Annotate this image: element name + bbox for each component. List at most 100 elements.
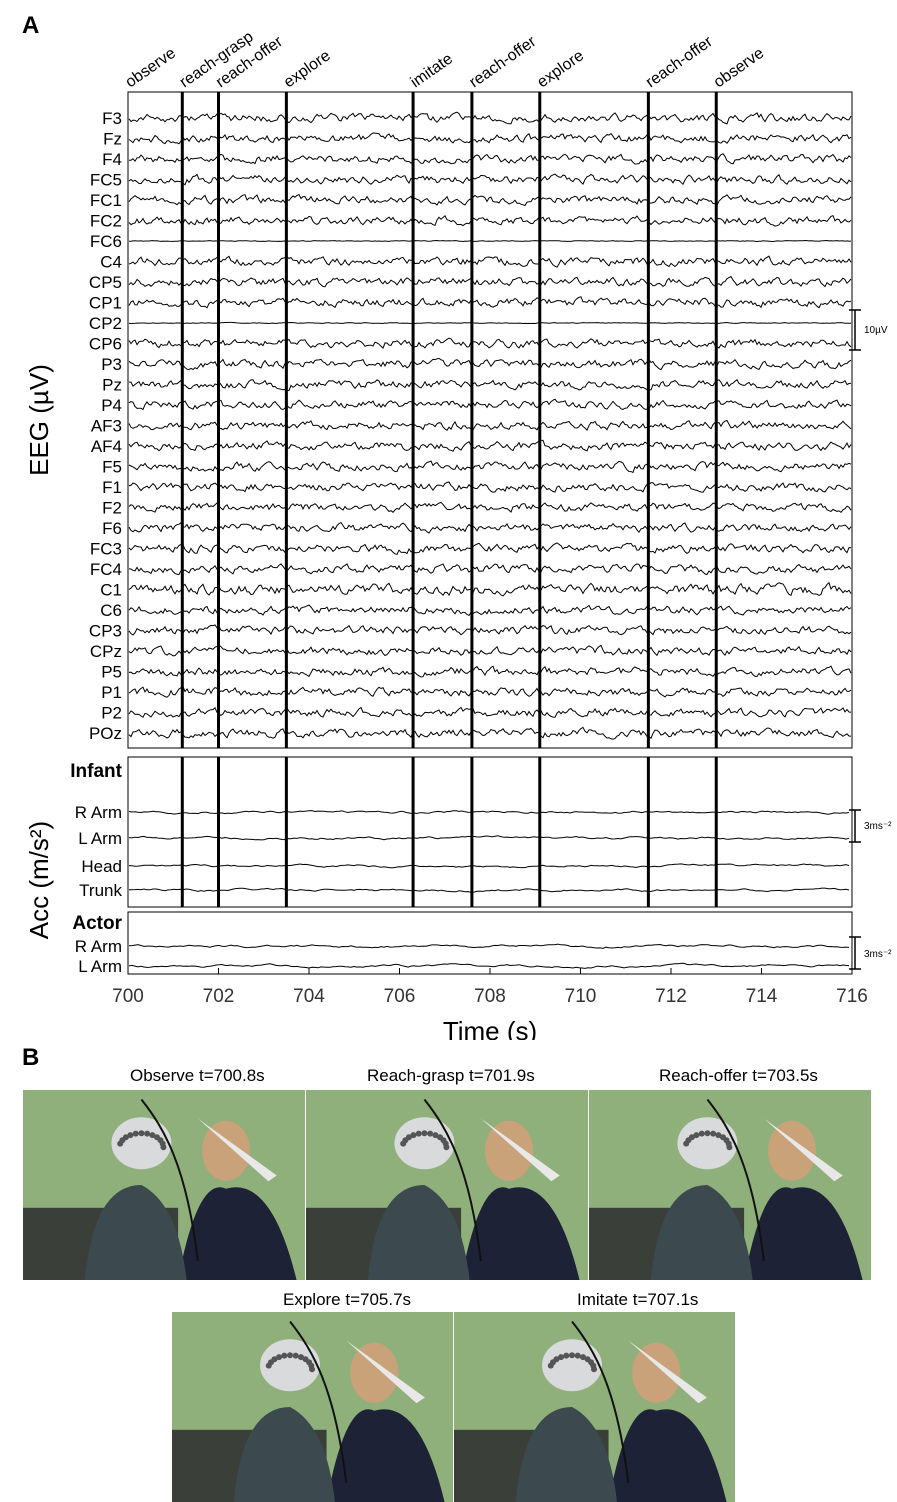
eeg-trace-af4 <box>128 439 852 452</box>
eeg-label-cp6: CP6 <box>89 335 122 354</box>
event-label: explore <box>534 47 587 91</box>
eeg-trace-f3 <box>128 111 852 125</box>
eeg-label-fc6: FC6 <box>90 232 122 251</box>
photo-caption-observe: Observe t=700.8s <box>130 1066 265 1085</box>
eeg-cap <box>111 1117 172 1170</box>
electrode <box>153 1134 160 1141</box>
eeg-trace-p2 <box>128 706 852 718</box>
eeg-trace-p4 <box>128 398 852 411</box>
eeg-label-cp1: CP1 <box>89 294 122 313</box>
electrode <box>580 1354 587 1361</box>
eeg-trace-c4 <box>128 255 852 268</box>
eeg-trace-fc6 <box>128 239 852 243</box>
infant-acc-trace-trunk <box>129 887 850 893</box>
actor-acc-trace-r-arm <box>128 943 850 949</box>
eeg-label-p5: P5 <box>101 663 122 682</box>
eeg-label-p3: P3 <box>101 355 122 374</box>
eeg-label-fc5: FC5 <box>90 171 122 190</box>
infant-acc-scale-label: 3ms⁻² <box>864 821 892 832</box>
video-frame-reach-grasp <box>306 1090 588 1280</box>
eeg-label-f4: F4 <box>102 150 122 169</box>
electrode <box>715 1132 722 1139</box>
actor-acc-scale-label: 3ms⁻² <box>864 949 892 960</box>
x-tick-label: 702 <box>203 986 235 1007</box>
electrode <box>421 1130 428 1137</box>
eeg-plot-frame <box>127 91 853 749</box>
eeg-trace-c1 <box>128 581 852 597</box>
eeg-scale-bar: 10µV <box>849 309 888 351</box>
eeg-trace-poz <box>128 726 852 740</box>
eeg-label-f5: F5 <box>102 458 122 477</box>
eeg-trace-af3 <box>128 419 852 431</box>
electrode <box>287 1352 294 1359</box>
eeg-y-axis-label: EEG (µV) <box>24 364 54 476</box>
infant-acc-label-l-arm: L Arm <box>78 829 122 848</box>
actor-head <box>350 1342 399 1403</box>
eeg-label-f3: F3 <box>102 109 122 128</box>
eeg-label-fc2: FC2 <box>90 212 122 231</box>
eeg-label-pz: Pz <box>102 376 122 395</box>
eeg-label-fc3: FC3 <box>90 540 122 559</box>
event-markers <box>180 92 718 907</box>
infant-acc-trace-r-arm <box>128 810 850 815</box>
event-label: imitate <box>408 50 456 91</box>
actor-head <box>202 1120 251 1181</box>
electrode <box>400 1140 407 1147</box>
actor-acc-trace-l-arm <box>128 962 850 969</box>
eeg-trace-cp3 <box>128 624 852 636</box>
eeg-cap <box>260 1339 321 1392</box>
electrode <box>144 1130 151 1137</box>
eeg-label-fz: Fz <box>103 130 122 149</box>
eeg-trace-cpz <box>128 644 852 657</box>
cable-strap <box>346 1340 425 1404</box>
actor-body <box>461 1187 580 1280</box>
electrode <box>281 1352 288 1359</box>
eeg-trace-cp1 <box>128 296 852 309</box>
infant-acc-trace-l-arm <box>128 835 850 841</box>
panel-b-letter: B <box>22 1044 40 1071</box>
electrode <box>584 1356 591 1363</box>
electrode <box>432 1132 439 1139</box>
infant-body <box>368 1185 470 1280</box>
electrode <box>693 1132 700 1139</box>
eeg-label-p4: P4 <box>101 396 122 415</box>
eeg-trace-fc3 <box>128 542 852 556</box>
electrode <box>415 1130 422 1137</box>
x-tick-label: 708 <box>474 986 506 1007</box>
acc-traces <box>128 810 850 969</box>
x-tick-label: 714 <box>746 986 778 1007</box>
eeg-traces <box>128 111 852 740</box>
eeg-label-fc4: FC4 <box>90 560 122 579</box>
event-label: reach-offer <box>643 33 716 92</box>
eeg-trace-cp6 <box>128 337 852 349</box>
cable-strap <box>480 1118 560 1182</box>
eeg-label-p2: P2 <box>101 704 122 723</box>
x-tick-label: 712 <box>655 986 687 1007</box>
event-label: observe <box>711 45 767 92</box>
actor-head <box>632 1342 681 1403</box>
video-frame-imitate <box>454 1312 735 1502</box>
video-frame-explore <box>172 1312 453 1502</box>
video-frame-observe <box>23 1090 305 1280</box>
infant-acc-label-r-arm: R Arm <box>75 803 122 822</box>
electrode <box>138 1130 145 1137</box>
infant-body <box>515 1407 617 1502</box>
electrode <box>410 1132 417 1139</box>
x-tick-label: 700 <box>112 986 144 1007</box>
infant-acc-trace-head <box>128 863 850 869</box>
infant-acc-label-trunk: Trunk <box>79 881 122 900</box>
electrode <box>569 1352 576 1359</box>
eeg-trace-f2 <box>128 501 852 514</box>
infant-body <box>651 1185 753 1280</box>
x-tick-label: 704 <box>293 986 325 1007</box>
electrode <box>298 1354 305 1361</box>
infant-acc-label-head: Head <box>81 857 122 876</box>
eeg-label-f1: F1 <box>102 478 122 497</box>
eeg-scale-label: 10µV <box>864 325 888 336</box>
cable <box>706 1098 765 1262</box>
x-tick-label: 716 <box>836 986 868 1007</box>
infant-acc-frame <box>127 756 853 908</box>
electrode <box>127 1132 134 1139</box>
